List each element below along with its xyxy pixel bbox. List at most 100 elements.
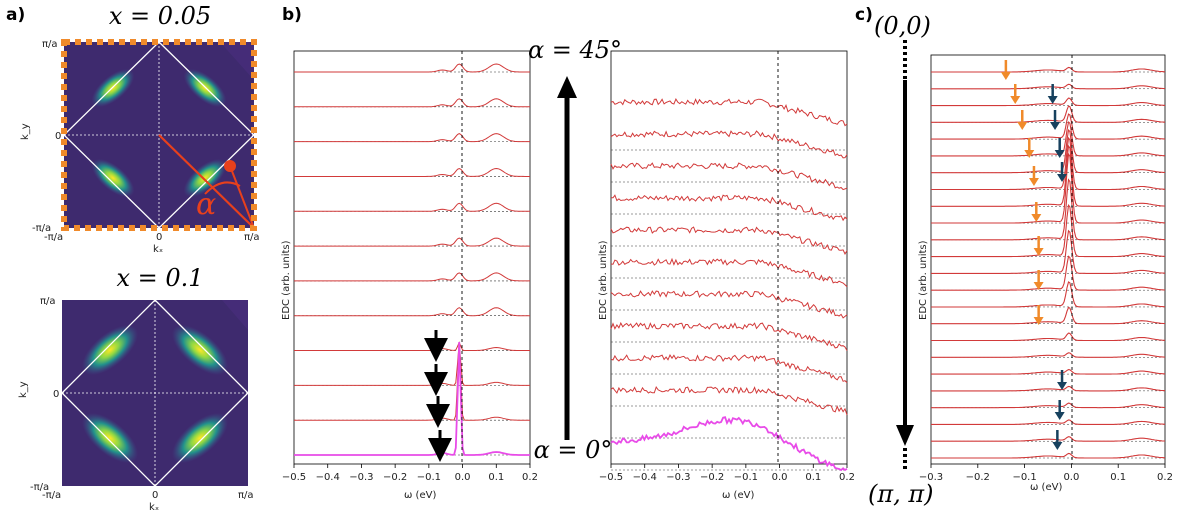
path-arrow-head: [896, 425, 914, 446]
edc-curve: [610, 321, 848, 351]
heatmap-bottom-xlabel: kₓ: [149, 502, 159, 513]
heatmap-top-ylabel: k_y: [20, 123, 31, 140]
edc-curve: [931, 128, 1166, 174]
edc-panel-c: (0,0) (π, π) −0.3 −0.2 −0.1 0.0 0.1 0.2 ω (eV…: [868, 12, 1173, 508]
edc-curve: [294, 98, 530, 108]
edc-panel-c-ylabel: EDC (arb. units): [918, 240, 929, 320]
edc-curve: [931, 281, 1166, 308]
heatmap-top-point: [224, 160, 236, 172]
orange-arrow-head: [1017, 122, 1028, 130]
heatmap-bottom-xtick-mid: 0: [152, 490, 158, 501]
alpha-arrow-head: [557, 76, 577, 98]
x-tick-label: −0.2: [383, 472, 407, 483]
alpha-arrow: α = 45° α = 0°: [528, 36, 622, 464]
x-tick-label: −0.1: [1012, 472, 1036, 483]
heatmap-top-blob-4: [183, 158, 227, 198]
x-tick-label: 0.0: [455, 472, 471, 483]
heatmap-bottom-blob-2: [171, 324, 229, 376]
edc-curve: [931, 452, 1166, 459]
blue-arrow-head: [1054, 150, 1065, 158]
edc-curve: [610, 162, 848, 191]
heatmap-top-corner: [220, 42, 254, 80]
edc-curve: [611, 194, 848, 222]
blue-arrow-head: [1050, 122, 1061, 130]
x-tick-label: 0.2: [1157, 472, 1173, 483]
edc-curve: [931, 402, 1166, 409]
edc-curve: [931, 385, 1166, 392]
x-tick-label: −0.4: [633, 472, 657, 483]
blue-arrow-head: [1052, 442, 1063, 450]
orange-arrow-head: [1000, 72, 1011, 80]
heatmap-top-ytick-mid: 0: [55, 131, 61, 142]
edc-curve: [931, 144, 1166, 207]
edc-panel-b-left: −0.5 −0.4 −0.3 −0.2 −0.1 0.0 0.1 0.2 ω (eV) EDC…: [281, 50, 538, 501]
orange-arrow-head: [1010, 96, 1021, 104]
edc-curve: [294, 202, 530, 212]
edc-curve: [931, 83, 1166, 90]
alpha-arrow-top-label: α = 45°: [528, 36, 622, 64]
x-tick-label: 0.2: [522, 472, 538, 483]
x-tick-label: 0.0: [772, 472, 788, 483]
heatmap-top-xtick-left: -π/a: [44, 232, 63, 243]
x-tick-label: −0.3: [666, 472, 690, 483]
blue-arrow-head: [1057, 174, 1068, 182]
edc-curve: [294, 342, 530, 421]
edc-curve: [610, 226, 848, 255]
edc-curve: [610, 416, 848, 472]
edc-panel-b-left-curves: [294, 63, 530, 456]
edc-curve: [931, 229, 1166, 274]
edc-curve: [294, 342, 530, 386]
blue-arrow-head: [1047, 96, 1058, 104]
heatmap-bottom-title: x = 0.1: [116, 264, 203, 292]
edc-panel-c-xlabel: ω (eV): [1030, 482, 1062, 493]
heatmap-bottom: x = 0.1 π/a 0 -π/a -π/a 0 π/a kₓ k_y: [18, 264, 254, 513]
heatmap-bottom-blob-3: [81, 412, 139, 464]
orange-arrow-head: [1024, 150, 1035, 158]
heatmap-top-ytick-top: π/a: [42, 39, 58, 50]
edc-panel-b-right-ticks: −0.5 −0.4 −0.3 −0.2 −0.1 0.0 0.1 0.2: [599, 464, 855, 483]
heatmap-top-blob-3: [91, 158, 135, 198]
heatmap-top-alpha: α: [196, 187, 216, 222]
edc-curve: [931, 436, 1165, 442]
edc-curve: [294, 237, 530, 247]
edc-curve: [294, 341, 530, 351]
edc-curve: [931, 97, 1166, 107]
edc-panel-b-right-ylabel: EDC (arb. units): [598, 240, 609, 320]
edc-curve: [294, 341, 530, 456]
heatmap-bottom-xtick-left: -π/a: [42, 490, 61, 501]
heatmap-top-ytick-bottom: -π/a: [32, 223, 51, 234]
heatmap-top: x = 0.05 α π/a 0 -π/a -π/a 0 π/a kₓ k_y: [20, 2, 260, 255]
panel-label-a: a): [6, 5, 25, 25]
x-tick-label: 0.0: [1063, 472, 1079, 483]
x-tick-label: −0.4: [316, 472, 340, 483]
edc-curve: [931, 178, 1165, 241]
heatmap-bottom-corner: [222, 300, 248, 330]
orange-arrow-head: [1033, 282, 1044, 290]
heatmap-top-xlabel: kₓ: [153, 244, 163, 255]
edc-panel-b-right: −0.5 −0.4 −0.3 −0.2 −0.1 0.0 0.1 0.2 ω (eV) EDC…: [598, 50, 855, 501]
panel-label-c: c): [855, 5, 873, 25]
path-end-label: (π, π): [868, 480, 934, 508]
edc-curve: [931, 204, 1166, 258]
x-tick-label: 0.1: [1110, 472, 1126, 483]
blue-arrow-head: [1057, 382, 1068, 390]
edc-panel-c-frame: [930, 54, 1166, 465]
edc-panel-b-right-frame: [610, 50, 848, 465]
edc-curve: [931, 255, 1166, 291]
edc-curve: [610, 98, 848, 127]
edc-curve: [931, 152, 1166, 224]
heatmap-top-angle-arc: [204, 181, 241, 195]
x-tick-label: −0.5: [599, 472, 623, 483]
heatmap-top-red-line: [158, 134, 255, 229]
edc-curve: [294, 307, 530, 317]
edc-curve: [610, 354, 848, 383]
edc-panel-c-curves: [931, 66, 1166, 459]
orange-arrow-head: [1033, 317, 1044, 325]
edc-panel-b-left-ticks: −0.5 −0.4 −0.3 −0.2 −0.1 0.0 0.1 0.2: [282, 464, 538, 483]
edc-panel-c-ticks: −0.3 −0.2 −0.1 0.0 0.1 0.2: [919, 464, 1173, 483]
x-tick-label: −0.3: [919, 472, 943, 483]
alpha-arrow-bottom-label: α = 0°: [534, 436, 613, 464]
heatmap-bottom-ylabel: k_y: [18, 381, 29, 398]
x-tick-label: −0.2: [966, 472, 990, 483]
edc-curve: [931, 136, 1166, 191]
